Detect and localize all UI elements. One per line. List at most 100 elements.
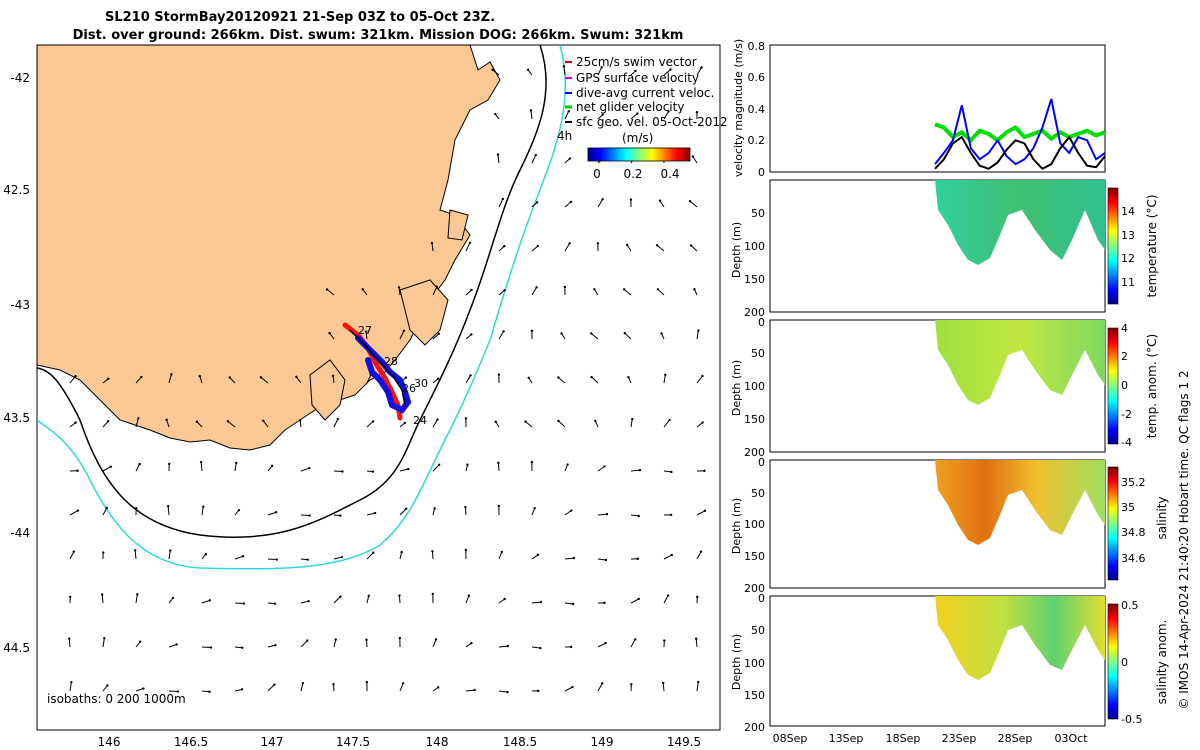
- current-arrow-head: [308, 514, 311, 517]
- depth-tick: 50: [751, 624, 765, 637]
- current-arrow: [201, 506, 204, 516]
- current-arrow: [597, 466, 605, 472]
- current-arrow: [597, 199, 604, 208]
- current-arrow-head: [534, 153, 537, 157]
- y-tick: -44: [10, 526, 30, 540]
- current-arrow-head: [663, 639, 666, 642]
- current-arrow: [366, 552, 374, 560]
- current-arrow: [201, 690, 210, 693]
- current-arrow-head: [470, 288, 473, 292]
- current-arrow-head: [468, 241, 472, 245]
- current-arrow-head: [497, 373, 501, 376]
- current-arrow: [564, 201, 572, 208]
- current-arrow-head: [397, 286, 401, 289]
- current-arrow: [696, 551, 702, 560]
- current-arrow-head: [405, 507, 408, 510]
- legend-entry: 25cm/s swim vector: [576, 55, 697, 69]
- y-tick: -43: [10, 298, 30, 312]
- current-arrow: [657, 288, 665, 296]
- current-arrow-head: [491, 68, 494, 72]
- current-arrow: [432, 464, 440, 472]
- current-arrow-head: [100, 593, 104, 596]
- current-arrow-head: [596, 242, 600, 245]
- depth-tick: 100: [744, 380, 765, 393]
- current-arrow-head: [434, 638, 438, 641]
- colorbar: [1107, 603, 1119, 720]
- current-arrow-head: [137, 417, 140, 420]
- current-arrow-head: [306, 639, 309, 642]
- current-arrow: [69, 510, 79, 516]
- current-arrow: [564, 243, 571, 252]
- y-tick: 0.6: [748, 71, 766, 84]
- current-arrow-head: [105, 506, 108, 510]
- current-arrow-head: [571, 685, 574, 689]
- colorbar-label: salinity anom.: [1155, 620, 1169, 705]
- current-arrow-head: [625, 243, 629, 247]
- current-arrow-head: [339, 595, 342, 598]
- current-arrow-head: [341, 470, 344, 473]
- current-arrow: [166, 419, 170, 428]
- current-arrow: [696, 330, 699, 340]
- current-arrow-head: [569, 200, 573, 204]
- current-arrow: [135, 594, 138, 604]
- current-arrow: [102, 507, 108, 516]
- current-arrow: [696, 682, 699, 692]
- current-arrow: [167, 506, 170, 516]
- depth-tick: 0: [758, 316, 765, 329]
- current-arrow: [498, 245, 505, 252]
- tasman-peninsula: [399, 279, 449, 346]
- y-tick: 43.5: [3, 411, 30, 425]
- current-arrow: [563, 66, 566, 76]
- y-tick: 0.4: [748, 103, 766, 116]
- current-arrow: [134, 550, 137, 560]
- current-arrow: [234, 646, 243, 649]
- depth-ylabel: Depth (m): [730, 360, 743, 416]
- current-arrow-head: [568, 157, 572, 160]
- current-arrow: [267, 558, 277, 561]
- current-arrow: [333, 639, 337, 648]
- current-arrow-head: [469, 374, 472, 377]
- current-arrow: [663, 595, 669, 604]
- current-arrow: [300, 600, 309, 604]
- current-arrow-head: [600, 66, 603, 69]
- legend-entry: sfc geo. vel. 05-Oct-2012: [576, 115, 728, 129]
- current-arrow: [465, 375, 471, 384]
- current-arrow-head: [703, 509, 707, 513]
- current-arrow: [692, 156, 698, 164]
- velocity-ylabel: velocity magnitude (m/s): [732, 39, 745, 177]
- current-arrow: [591, 376, 599, 384]
- current-arrow-head: [605, 512, 609, 516]
- current-arrow: [696, 510, 706, 516]
- current-arrow-head: [638, 468, 642, 472]
- current-arrow-head: [436, 418, 439, 421]
- current-arrow: [366, 512, 376, 516]
- current-arrow-head: [696, 595, 699, 599]
- current-arrow-head: [669, 68, 672, 71]
- depth-tick: 100: [744, 518, 765, 531]
- current-arrow: [300, 514, 310, 517]
- current-arrow-head: [199, 460, 203, 464]
- current-arrow: [590, 333, 599, 340]
- current-arrow: [300, 467, 310, 472]
- current-arrow-head: [270, 464, 274, 468]
- current-arrow: [326, 289, 335, 296]
- salinity-section: [935, 460, 1105, 545]
- current-arrow: [168, 374, 172, 384]
- depth-tick: 150: [744, 273, 765, 286]
- current-arrow: [101, 594, 104, 604]
- current-arrow-head: [473, 688, 476, 692]
- current-arrow-head: [361, 288, 364, 291]
- current-arrow: [366, 595, 370, 604]
- legend-entry: net glider velocity: [576, 100, 684, 114]
- current-arrow: [630, 469, 640, 472]
- current-arrow: [69, 682, 72, 692]
- track-blue: [355, 335, 412, 414]
- current-arrow: [597, 642, 606, 648]
- current-arrow-head: [237, 508, 241, 512]
- current-arrow-head: [373, 511, 377, 515]
- current-arrow: [267, 684, 275, 692]
- current-arrow: [656, 244, 665, 252]
- current-arrow-head: [631, 417, 634, 421]
- current-arrow-head: [336, 417, 340, 421]
- current-arrow: [69, 551, 75, 560]
